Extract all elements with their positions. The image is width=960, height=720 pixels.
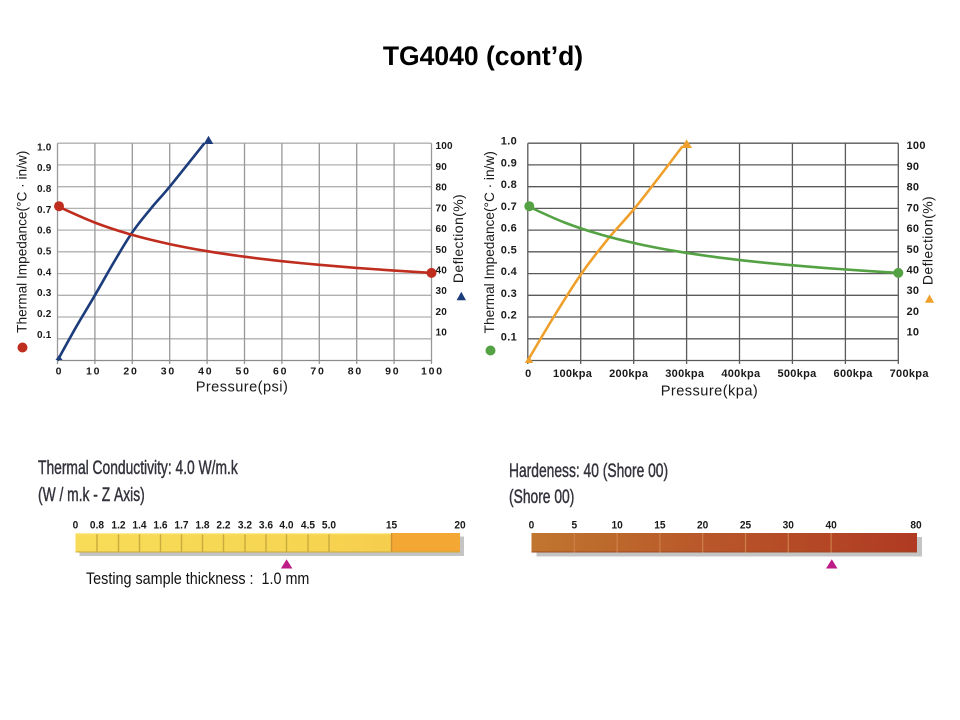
- svg-text:60: 60: [436, 224, 448, 235]
- svg-text:300kpa: 300kpa: [665, 368, 705, 380]
- svg-text:0.3: 0.3: [501, 288, 517, 300]
- svg-text:50: 50: [907, 244, 920, 256]
- svg-text:5: 5: [571, 519, 577, 532]
- svg-text:1.0: 1.0: [501, 136, 517, 148]
- svg-text:500kpa: 500kpa: [777, 368, 817, 380]
- svg-text:25: 25: [740, 519, 751, 532]
- svg-text:0: 0: [529, 519, 535, 532]
- svg-text:40: 40: [198, 365, 213, 377]
- svg-text:40: 40: [825, 519, 836, 532]
- svg-text:60: 60: [907, 223, 920, 235]
- svg-text:0.6: 0.6: [501, 223, 517, 235]
- svg-text:20: 20: [697, 519, 708, 532]
- svg-text:0: 0: [525, 368, 531, 380]
- svg-text:90: 90: [907, 161, 920, 173]
- svg-text:40: 40: [907, 265, 920, 277]
- svg-text:1.6: 1.6: [153, 519, 167, 532]
- svg-text:700kpa: 700kpa: [890, 368, 930, 380]
- svg-text:0.5: 0.5: [501, 244, 517, 256]
- svg-text:Deflection(%): Deflection(%): [920, 196, 936, 285]
- svg-text:4.5: 4.5: [301, 519, 315, 532]
- svg-text:100: 100: [436, 141, 454, 152]
- svg-text:50: 50: [236, 365, 251, 377]
- svg-text:100: 100: [421, 365, 444, 377]
- svg-text:3.6: 3.6: [259, 519, 273, 532]
- svg-text:1.7: 1.7: [174, 519, 188, 532]
- svg-text:30: 30: [907, 285, 920, 297]
- svg-text:1.8: 1.8: [195, 519, 209, 532]
- svg-text:20: 20: [436, 307, 448, 318]
- svg-text:80: 80: [348, 365, 363, 377]
- svg-text:Pressure(psi): Pressure(psi): [196, 380, 289, 396]
- svg-text:0.4: 0.4: [501, 266, 518, 278]
- svg-text:0.8: 0.8: [501, 179, 517, 191]
- svg-text:200kpa: 200kpa: [609, 368, 649, 380]
- svg-text:3.2: 3.2: [238, 519, 252, 532]
- svg-text:60: 60: [273, 365, 288, 377]
- svg-text:80: 80: [907, 182, 920, 194]
- svg-text:0.6: 0.6: [37, 226, 52, 237]
- svg-text:80: 80: [910, 519, 921, 532]
- svg-text:0.7: 0.7: [37, 205, 52, 216]
- svg-text:0.2: 0.2: [37, 309, 52, 320]
- svg-text:10: 10: [436, 328, 448, 339]
- svg-text:400kpa: 400kpa: [721, 368, 761, 380]
- svg-text:0.5: 0.5: [37, 247, 52, 258]
- svg-text:90: 90: [436, 162, 448, 173]
- svg-text:50: 50: [436, 245, 448, 256]
- svg-text:20: 20: [454, 519, 465, 532]
- svg-text:70: 70: [436, 203, 448, 214]
- svg-text:Thermal Impedance(°C · in/w): Thermal Impedance(°C · in/w): [482, 151, 497, 333]
- svg-text:1.2: 1.2: [111, 519, 125, 532]
- svg-text:30: 30: [161, 365, 176, 377]
- svg-text:70: 70: [907, 202, 920, 214]
- svg-text:30: 30: [436, 286, 448, 297]
- svg-text:0.7: 0.7: [501, 201, 517, 213]
- svg-text:Pressure(kpa): Pressure(kpa): [661, 384, 759, 400]
- svg-text:100kpa: 100kpa: [553, 368, 593, 380]
- svg-text:1.0: 1.0: [37, 142, 52, 153]
- svg-text:600kpa: 600kpa: [834, 368, 874, 380]
- svg-text:4.0: 4.0: [279, 519, 293, 532]
- svg-text:0.2: 0.2: [501, 310, 517, 322]
- svg-text:0.9: 0.9: [501, 157, 517, 169]
- svg-text:10: 10: [86, 365, 101, 377]
- svg-text:10: 10: [611, 519, 622, 532]
- svg-text:100: 100: [907, 140, 926, 152]
- svg-text:0.8: 0.8: [90, 519, 104, 532]
- svg-text:0: 0: [56, 365, 64, 377]
- svg-text:0.1: 0.1: [501, 331, 517, 343]
- svg-text:20: 20: [907, 306, 920, 318]
- svg-text:15: 15: [386, 519, 397, 532]
- svg-text:0.1: 0.1: [37, 330, 52, 341]
- svg-text:40: 40: [436, 266, 448, 277]
- svg-text:10: 10: [907, 327, 920, 339]
- svg-text:0.9: 0.9: [37, 163, 52, 174]
- svg-text:0.3: 0.3: [37, 288, 52, 299]
- svg-text:70: 70: [310, 365, 325, 377]
- svg-text:15: 15: [654, 519, 665, 532]
- svg-text:20: 20: [123, 365, 138, 377]
- svg-text:0: 0: [73, 519, 79, 532]
- svg-text:Deflection(%): Deflection(%): [450, 194, 466, 283]
- svg-text:5.0: 5.0: [322, 519, 336, 532]
- svg-text:80: 80: [436, 183, 448, 194]
- svg-text:1.4: 1.4: [132, 519, 146, 532]
- svg-text:2.2: 2.2: [216, 519, 230, 532]
- svg-text:Thermal Impedance(°C · in/w): Thermal Impedance(°C · in/w): [15, 151, 30, 333]
- svg-text:0.4: 0.4: [37, 267, 52, 278]
- svg-text:0.8: 0.8: [37, 184, 52, 195]
- svg-text:30: 30: [783, 519, 794, 532]
- svg-text:90: 90: [385, 365, 400, 377]
